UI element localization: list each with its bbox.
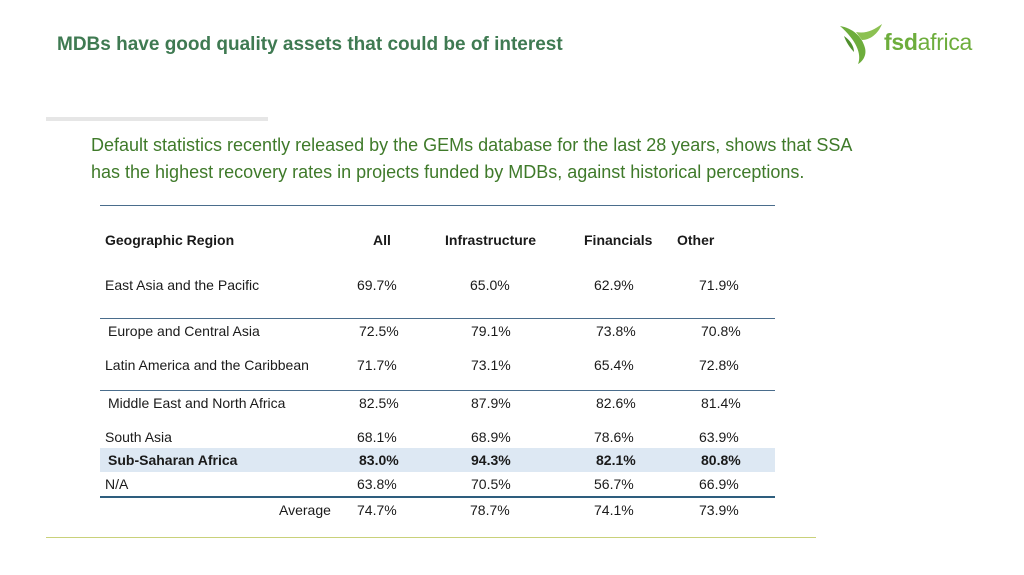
cell-all: 69.7% bbox=[357, 277, 397, 293]
header-geographic-region: Geographic Region bbox=[105, 232, 235, 248]
cell-all: 63.8% bbox=[357, 476, 397, 492]
cell-other: 66.9% bbox=[699, 476, 739, 492]
highlight-row-band bbox=[100, 448, 775, 472]
slide-title: MDBs have good quality assets that could… bbox=[57, 34, 563, 55]
logo-wordmark: fsdafrica bbox=[884, 29, 972, 56]
cell-infrastructure: 65.0% bbox=[470, 277, 510, 293]
cell-infrastructure: 73.1% bbox=[471, 357, 511, 373]
row-divider bbox=[100, 390, 775, 391]
cell-region: Middle East and North Africa bbox=[108, 395, 286, 411]
header-infrastructure: Infrastructure bbox=[445, 232, 537, 248]
cell-all: 74.7% bbox=[357, 502, 397, 518]
cell-financials: 73.8% bbox=[596, 323, 636, 339]
cell-all: 68.1% bbox=[357, 429, 397, 445]
cell-infrastructure: 87.9% bbox=[471, 395, 511, 411]
cell-financials: 56.7% bbox=[594, 476, 634, 492]
cell-financials: 62.9% bbox=[594, 277, 634, 293]
subtitle-line-2: has the highest recovery rates in projec… bbox=[91, 162, 805, 182]
row-divider bbox=[100, 318, 775, 319]
cell-other: 81.4% bbox=[701, 395, 741, 411]
cell-financials: 65.4% bbox=[594, 357, 634, 373]
footer-divider bbox=[46, 537, 816, 538]
header-financials: Financials bbox=[584, 232, 653, 248]
table-top-border bbox=[100, 205, 775, 206]
cell-infrastructure: 94.3% bbox=[471, 452, 511, 468]
cell-region: South Asia bbox=[105, 429, 172, 445]
bird-logo-icon bbox=[840, 24, 882, 64]
cell-other: 80.8% bbox=[701, 452, 741, 468]
cell-financials: 74.1% bbox=[594, 502, 634, 518]
cell-all: 72.5% bbox=[359, 323, 399, 339]
subtitle-line-1: Default statistics recently released by … bbox=[91, 135, 853, 155]
cell-infrastructure: 79.1% bbox=[471, 323, 511, 339]
cell-region: N/A bbox=[105, 476, 129, 492]
cell-average-label: Average bbox=[279, 502, 331, 518]
fsd-africa-logo: fsdafrica bbox=[838, 22, 983, 66]
cell-financials: 78.6% bbox=[594, 429, 634, 445]
cell-other: 63.9% bbox=[699, 429, 739, 445]
cell-region: East Asia and the Pacific bbox=[105, 277, 260, 293]
header-all: All bbox=[373, 232, 391, 248]
cell-other: 70.8% bbox=[701, 323, 741, 339]
title-divider bbox=[46, 117, 268, 121]
cell-region: Latin America and the Caribbean bbox=[105, 357, 309, 373]
cell-other: 71.9% bbox=[699, 277, 739, 293]
cell-financials: 82.6% bbox=[596, 395, 636, 411]
header-other: Other bbox=[677, 232, 715, 248]
cell-other: 72.8% bbox=[699, 357, 739, 373]
slide-subtitle: Default statistics recently released by … bbox=[91, 132, 941, 186]
cell-all: 71.7% bbox=[357, 357, 397, 373]
cell-infrastructure: 78.7% bbox=[470, 502, 510, 518]
cell-region: Sub-Saharan Africa bbox=[108, 452, 238, 468]
cell-infrastructure: 68.9% bbox=[471, 429, 511, 445]
table-average-border bbox=[100, 496, 775, 498]
cell-infrastructure: 70.5% bbox=[471, 476, 511, 492]
cell-all: 83.0% bbox=[359, 452, 399, 468]
cell-all: 82.5% bbox=[359, 395, 399, 411]
cell-other: 73.9% bbox=[699, 502, 739, 518]
logo-text-africa: africa bbox=[917, 29, 973, 55]
cell-region: Europe and Central Asia bbox=[108, 323, 260, 339]
logo-text-fsd: fsd bbox=[884, 29, 918, 55]
cell-financials: 82.1% bbox=[596, 452, 636, 468]
